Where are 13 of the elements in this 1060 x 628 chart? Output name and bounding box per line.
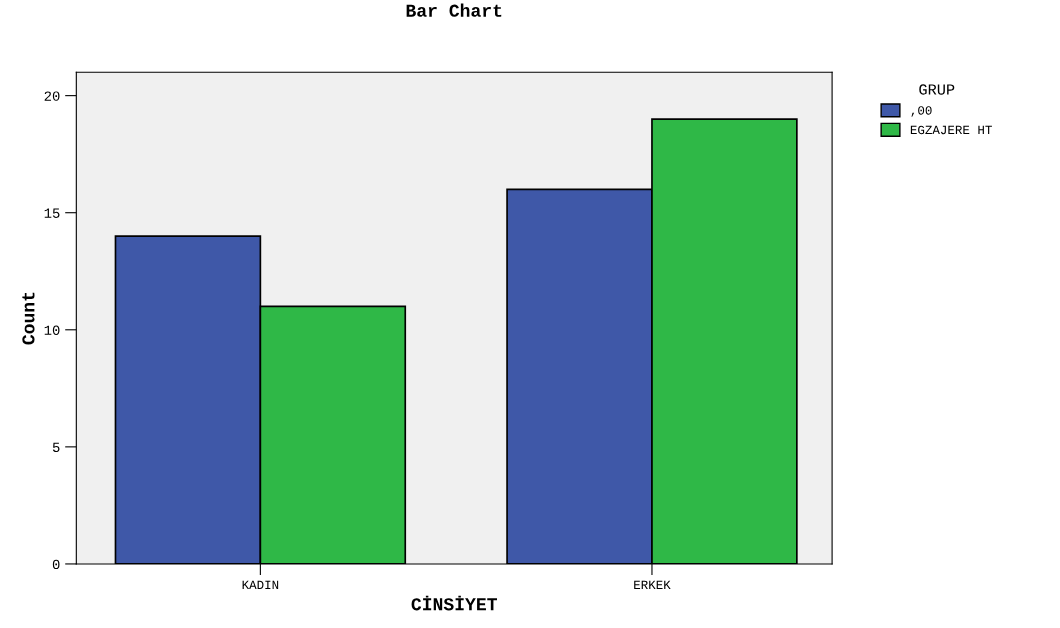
- y-tick-label: 15: [44, 208, 60, 218]
- y-tick-label: 20: [44, 91, 60, 101]
- x-tick-label: ERKEK: [634, 580, 671, 589]
- x-axis-title: CİNSİYET: [411, 595, 498, 611]
- y-tick-label: 0: [52, 559, 60, 570]
- y-axis-title: Count: [22, 292, 35, 345]
- legend-title: GRUP: [919, 84, 955, 95]
- legend-label: ,00: [911, 106, 932, 117]
- x-tick-label: KADIN: [242, 580, 279, 589]
- legend-label: EGZAJERE HT: [910, 125, 992, 135]
- y-tick-label: 5: [52, 442, 60, 453]
- y-tick-label: 10: [44, 325, 60, 335]
- chart-title: Bar Chart: [406, 3, 502, 17]
